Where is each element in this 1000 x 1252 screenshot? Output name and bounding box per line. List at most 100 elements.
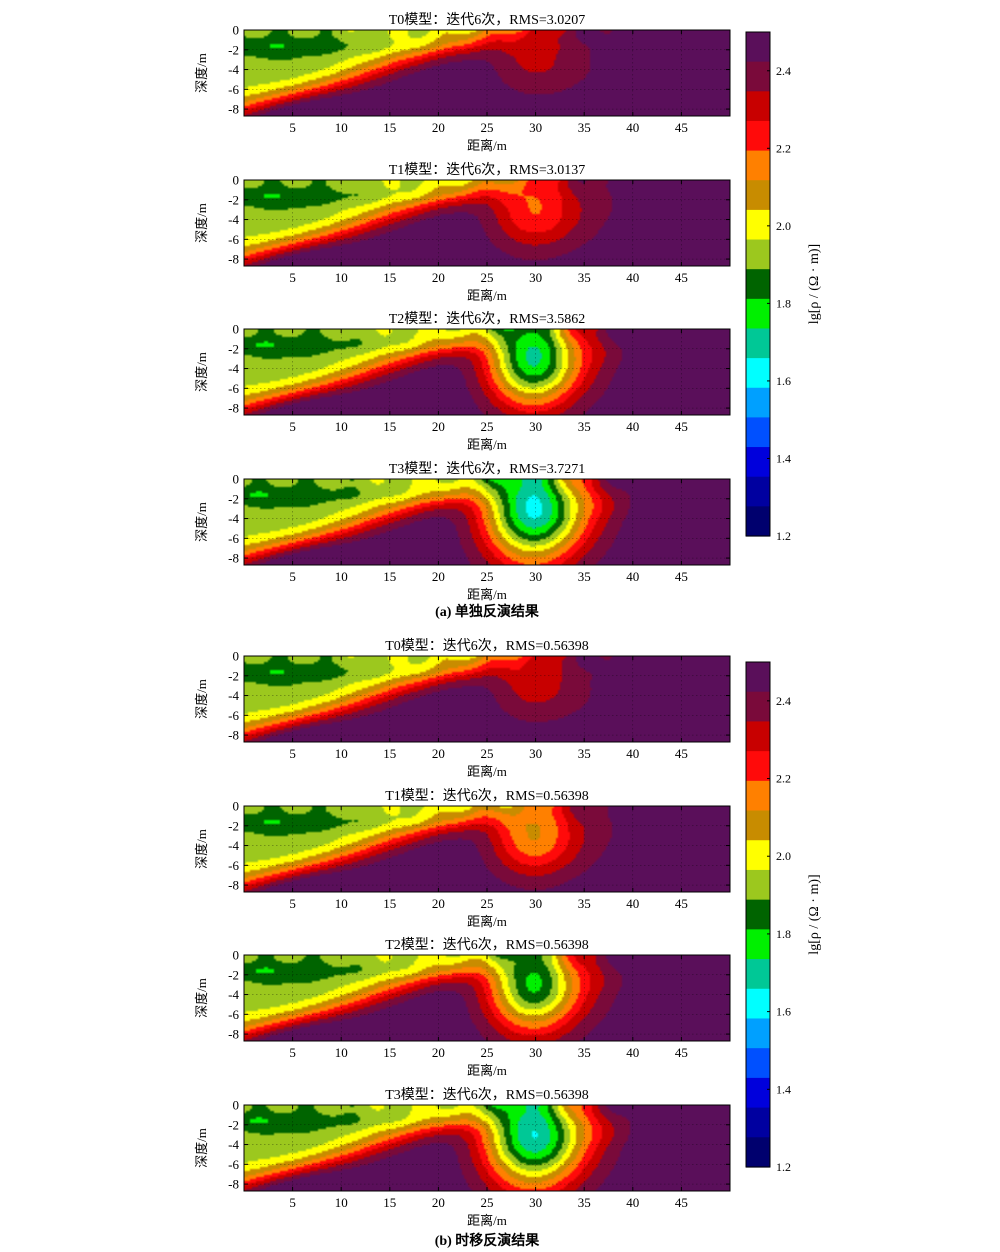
y-tick-label: 0 xyxy=(233,948,240,963)
x-tick-label: 20 xyxy=(432,569,445,584)
x-tick-label: 10 xyxy=(335,270,348,285)
y-tick-label: 0 xyxy=(233,322,240,337)
y-tick-label: -2 xyxy=(228,818,239,833)
x-tick-label: 35 xyxy=(578,1195,591,1210)
y-axis-label: 深度/m xyxy=(194,203,209,243)
colorbar-swatch xyxy=(746,1018,770,1049)
resistivity-map xyxy=(244,329,730,415)
x-tick-label: 15 xyxy=(383,569,396,584)
x-tick-label: 15 xyxy=(383,1195,396,1210)
y-tick-label: -8 xyxy=(228,1177,239,1192)
colorbar-swatch xyxy=(746,32,770,63)
group-caption: (a) 单独反演结果 xyxy=(435,603,540,620)
x-tick-label: 35 xyxy=(578,1045,591,1060)
x-tick-label: 35 xyxy=(578,746,591,761)
x-tick-label: 45 xyxy=(675,120,688,135)
x-tick-label: 20 xyxy=(432,896,445,911)
colorbar-tick-label: 1.2 xyxy=(776,529,791,543)
colorbar-swatch xyxy=(746,239,770,270)
y-tick-label: 0 xyxy=(233,173,240,188)
panel-title: T3模型：迭代6次，RMS=0.56398 xyxy=(385,1087,589,1103)
x-axis-label: 距离/m xyxy=(467,587,507,602)
colorbar-swatch xyxy=(746,358,770,389)
y-tick-label: -8 xyxy=(228,551,239,566)
x-tick-label: 45 xyxy=(675,1195,688,1210)
colorbar-tick-label: 1.4 xyxy=(776,451,791,465)
y-tick-label: -6 xyxy=(228,82,239,97)
colorbar-swatch xyxy=(746,120,770,152)
colorbar-tick-label: 2.0 xyxy=(776,219,791,233)
inversion-panel xyxy=(243,478,731,566)
colorbar xyxy=(745,31,771,537)
y-tick-label: -2 xyxy=(228,341,239,356)
colorbar-swatch xyxy=(746,751,770,782)
x-tick-label: 30 xyxy=(529,896,542,911)
inversion-panel xyxy=(243,1104,731,1192)
y-tick-label: -6 xyxy=(228,531,239,546)
x-tick-label: 5 xyxy=(289,270,296,285)
x-tick-label: 45 xyxy=(675,270,688,285)
y-tick-label: -6 xyxy=(228,1007,239,1022)
panel-title: T1模型：迭代6次，RMS=0.56398 xyxy=(385,788,589,804)
colorbar-swatch xyxy=(746,1048,770,1079)
x-tick-label: 40 xyxy=(626,270,639,285)
colorbar-swatch xyxy=(746,721,770,752)
x-tick-label: 20 xyxy=(432,1045,445,1060)
x-tick-label: 40 xyxy=(626,896,639,911)
colorbar-tick-label: 1.2 xyxy=(776,1160,791,1174)
inversion-maps xyxy=(243,29,771,1192)
x-tick-label: 15 xyxy=(383,746,396,761)
inversion-panel xyxy=(243,655,731,743)
y-tick-label: -2 xyxy=(228,491,239,506)
x-tick-label: 35 xyxy=(578,270,591,285)
colorbar-swatch xyxy=(746,506,770,537)
x-tick-label: 40 xyxy=(626,1045,639,1060)
y-tick-label: -4 xyxy=(228,838,239,853)
x-tick-label: 10 xyxy=(335,419,348,434)
inversion-panel xyxy=(243,805,731,893)
x-tick-label: 25 xyxy=(481,270,494,285)
x-tick-label: 45 xyxy=(675,569,688,584)
colorbar-tick-label: 1.4 xyxy=(776,1082,791,1096)
x-tick-label: 30 xyxy=(529,1045,542,1060)
x-tick-label: 25 xyxy=(481,419,494,434)
y-tick-label: -4 xyxy=(228,688,239,703)
x-tick-label: 10 xyxy=(335,1045,348,1060)
colorbar-swatch xyxy=(746,387,770,419)
x-tick-label: 5 xyxy=(289,746,296,761)
colorbar-tick-label: 1.6 xyxy=(776,1005,791,1019)
x-tick-label: 10 xyxy=(335,569,348,584)
colorbar xyxy=(745,661,771,1168)
x-tick-label: 30 xyxy=(529,746,542,761)
colorbar-swatch xyxy=(746,691,770,723)
panel-title: T1模型：迭代6次，RMS=3.0137 xyxy=(389,162,586,178)
panel-title: T2模型：迭代6次，RMS=3.5862 xyxy=(389,311,586,327)
colorbar-swatch xyxy=(746,959,770,990)
y-tick-label: -2 xyxy=(228,1117,239,1132)
panel-title: T0模型：迭代6次，RMS=0.56398 xyxy=(385,638,589,654)
colorbar-swatch xyxy=(746,780,770,812)
y-tick-label: -4 xyxy=(228,987,239,1002)
colorbar-tick-label: 2.0 xyxy=(776,849,791,863)
y-tick-label: -4 xyxy=(228,62,239,77)
colorbar-tick-label: 1.6 xyxy=(776,374,791,388)
y-tick-label: 0 xyxy=(233,649,240,664)
colorbar-swatch xyxy=(746,298,770,330)
x-tick-label: 35 xyxy=(578,419,591,434)
x-tick-label: 15 xyxy=(383,1045,396,1060)
x-tick-label: 20 xyxy=(432,746,445,761)
x-axis-label: 距离/m xyxy=(467,1213,507,1228)
x-tick-label: 5 xyxy=(289,569,296,584)
y-tick-label: -8 xyxy=(228,401,239,416)
resistivity-map xyxy=(244,955,730,1041)
colorbar-swatch xyxy=(746,269,770,300)
colorbar-swatch xyxy=(746,662,770,693)
y-tick-label: -2 xyxy=(228,192,239,207)
resistivity-map xyxy=(244,30,730,116)
colorbar-swatch xyxy=(746,476,770,507)
y-tick-label: -6 xyxy=(228,232,239,247)
x-tick-label: 30 xyxy=(529,1195,542,1210)
colorbar-label: lg[ρ / (Ω · m)] xyxy=(807,244,822,324)
y-tick-label: -6 xyxy=(228,381,239,396)
resistivity-map xyxy=(244,479,730,565)
